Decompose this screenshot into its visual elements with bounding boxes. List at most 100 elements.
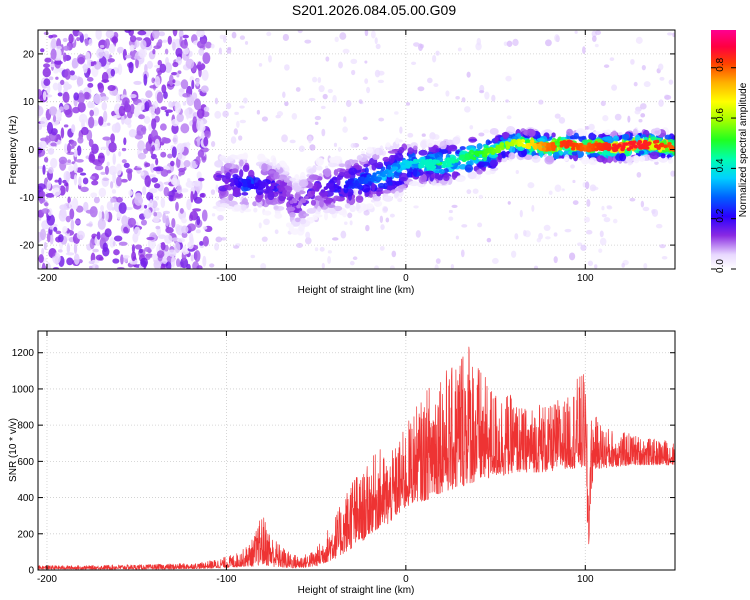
noise-blob [116, 266, 125, 269]
noise-blob [577, 242, 583, 247]
ridge-core-point [461, 158, 467, 163]
noise-blob [594, 43, 599, 48]
noise-blob [116, 211, 122, 220]
ridge-blob [497, 153, 503, 161]
noise-blob [189, 232, 194, 243]
ridge-blob [459, 146, 466, 151]
ridge-blob [398, 172, 409, 182]
noise-blob [83, 91, 90, 100]
noise-blob [53, 69, 59, 74]
noise-blob [570, 164, 575, 169]
snr-series [38, 346, 675, 570]
noise-blob [421, 133, 426, 137]
ridge-core-point [611, 143, 617, 147]
noise-blob [159, 123, 167, 131]
colorbar-tick-label: 0.8 [715, 57, 726, 71]
noise-blob [115, 163, 122, 176]
noise-blob [110, 68, 116, 77]
noise-blob [284, 101, 289, 107]
noise-blob [655, 223, 663, 229]
spectrogram-x-tick-label: 0 [403, 273, 409, 284]
ridge-blob [357, 184, 363, 190]
noise-blob [102, 242, 108, 253]
ridge-core-point [383, 170, 388, 175]
noise-blob [469, 125, 474, 130]
ridge-blob [476, 169, 483, 175]
noise-blob [112, 240, 116, 247]
noise-blob [121, 147, 127, 152]
noise-blob [123, 226, 129, 234]
noise-blob [140, 219, 147, 226]
noise-blob [73, 243, 78, 254]
ridge-blob [344, 173, 352, 178]
noise-blob [57, 92, 63, 97]
noise-blob [670, 170, 675, 177]
spectrogram-y-ticks: -20 -10 0 10 20 [20, 49, 675, 252]
noise-blob [127, 169, 133, 182]
noise-blob [314, 247, 319, 252]
noise-blob [42, 67, 51, 78]
noise-blob [187, 241, 194, 250]
noise-blob [41, 247, 45, 256]
colorbar-tick-label: 0.6 [715, 108, 726, 122]
noise-blob [379, 245, 385, 251]
ridge-core-point [580, 146, 585, 151]
noise-blob [128, 189, 133, 197]
noise-blob [197, 135, 201, 148]
noise-blob [374, 37, 378, 45]
noise-blob [197, 177, 205, 182]
noise-blob [168, 74, 174, 87]
spectrogram-y-tick-label: 20 [23, 49, 35, 60]
ridge-blob [428, 145, 438, 153]
noise-blob [580, 244, 587, 251]
ridge-core-point [366, 174, 371, 178]
ridge-blob [241, 191, 249, 196]
noise-blob [160, 197, 166, 209]
ridge-core-point [387, 170, 393, 174]
noise-blob [77, 136, 84, 144]
noise-blob [120, 254, 124, 265]
spectrogram-x-tick-label: -100 [216, 273, 236, 284]
ridge-core-point [317, 183, 322, 188]
ridge-core-point [344, 184, 350, 188]
noise-blob [124, 104, 132, 113]
ridge-core-point [238, 182, 243, 187]
spectrogram-x-axis-label: Height of straight line (km) [298, 285, 415, 296]
noise-blob [172, 134, 179, 145]
noise-blob [43, 78, 51, 86]
noise-blob [321, 128, 326, 137]
ridge-core-point [633, 144, 638, 149]
noise-blob [162, 256, 168, 265]
noise-blob [85, 51, 91, 61]
ridge-core-point [541, 143, 547, 147]
noise-blob [180, 188, 189, 193]
noise-blob [558, 116, 566, 124]
noise-blob [128, 128, 137, 138]
noise-blob [67, 159, 72, 163]
ridge-blob [398, 146, 405, 154]
ridge-blob [344, 203, 351, 209]
ridge-core-point [617, 143, 622, 148]
ridge-blob [273, 171, 280, 180]
noise-blob [244, 40, 249, 45]
ridge-blob [289, 211, 296, 218]
ridge-blob [632, 128, 638, 137]
noise-blob [144, 63, 148, 73]
noise-blob [93, 196, 100, 204]
noise-blob [91, 263, 99, 269]
noise-blob [210, 189, 216, 195]
noise-blob [202, 255, 207, 267]
noise-blob [144, 246, 151, 252]
ridge-blob [327, 204, 336, 208]
noise-blob [124, 30, 132, 33]
noise-blob [588, 123, 595, 131]
noise-blob [486, 237, 492, 243]
ridge-blob [370, 190, 377, 195]
noise-blob [154, 76, 161, 88]
noise-blob [47, 167, 54, 174]
spectrogram-data [38, 30, 675, 269]
noise-blob [338, 147, 342, 153]
noise-blob [155, 157, 159, 166]
spectrogram-y-tick-label: -20 [20, 241, 35, 252]
ridge-blob [361, 184, 371, 193]
